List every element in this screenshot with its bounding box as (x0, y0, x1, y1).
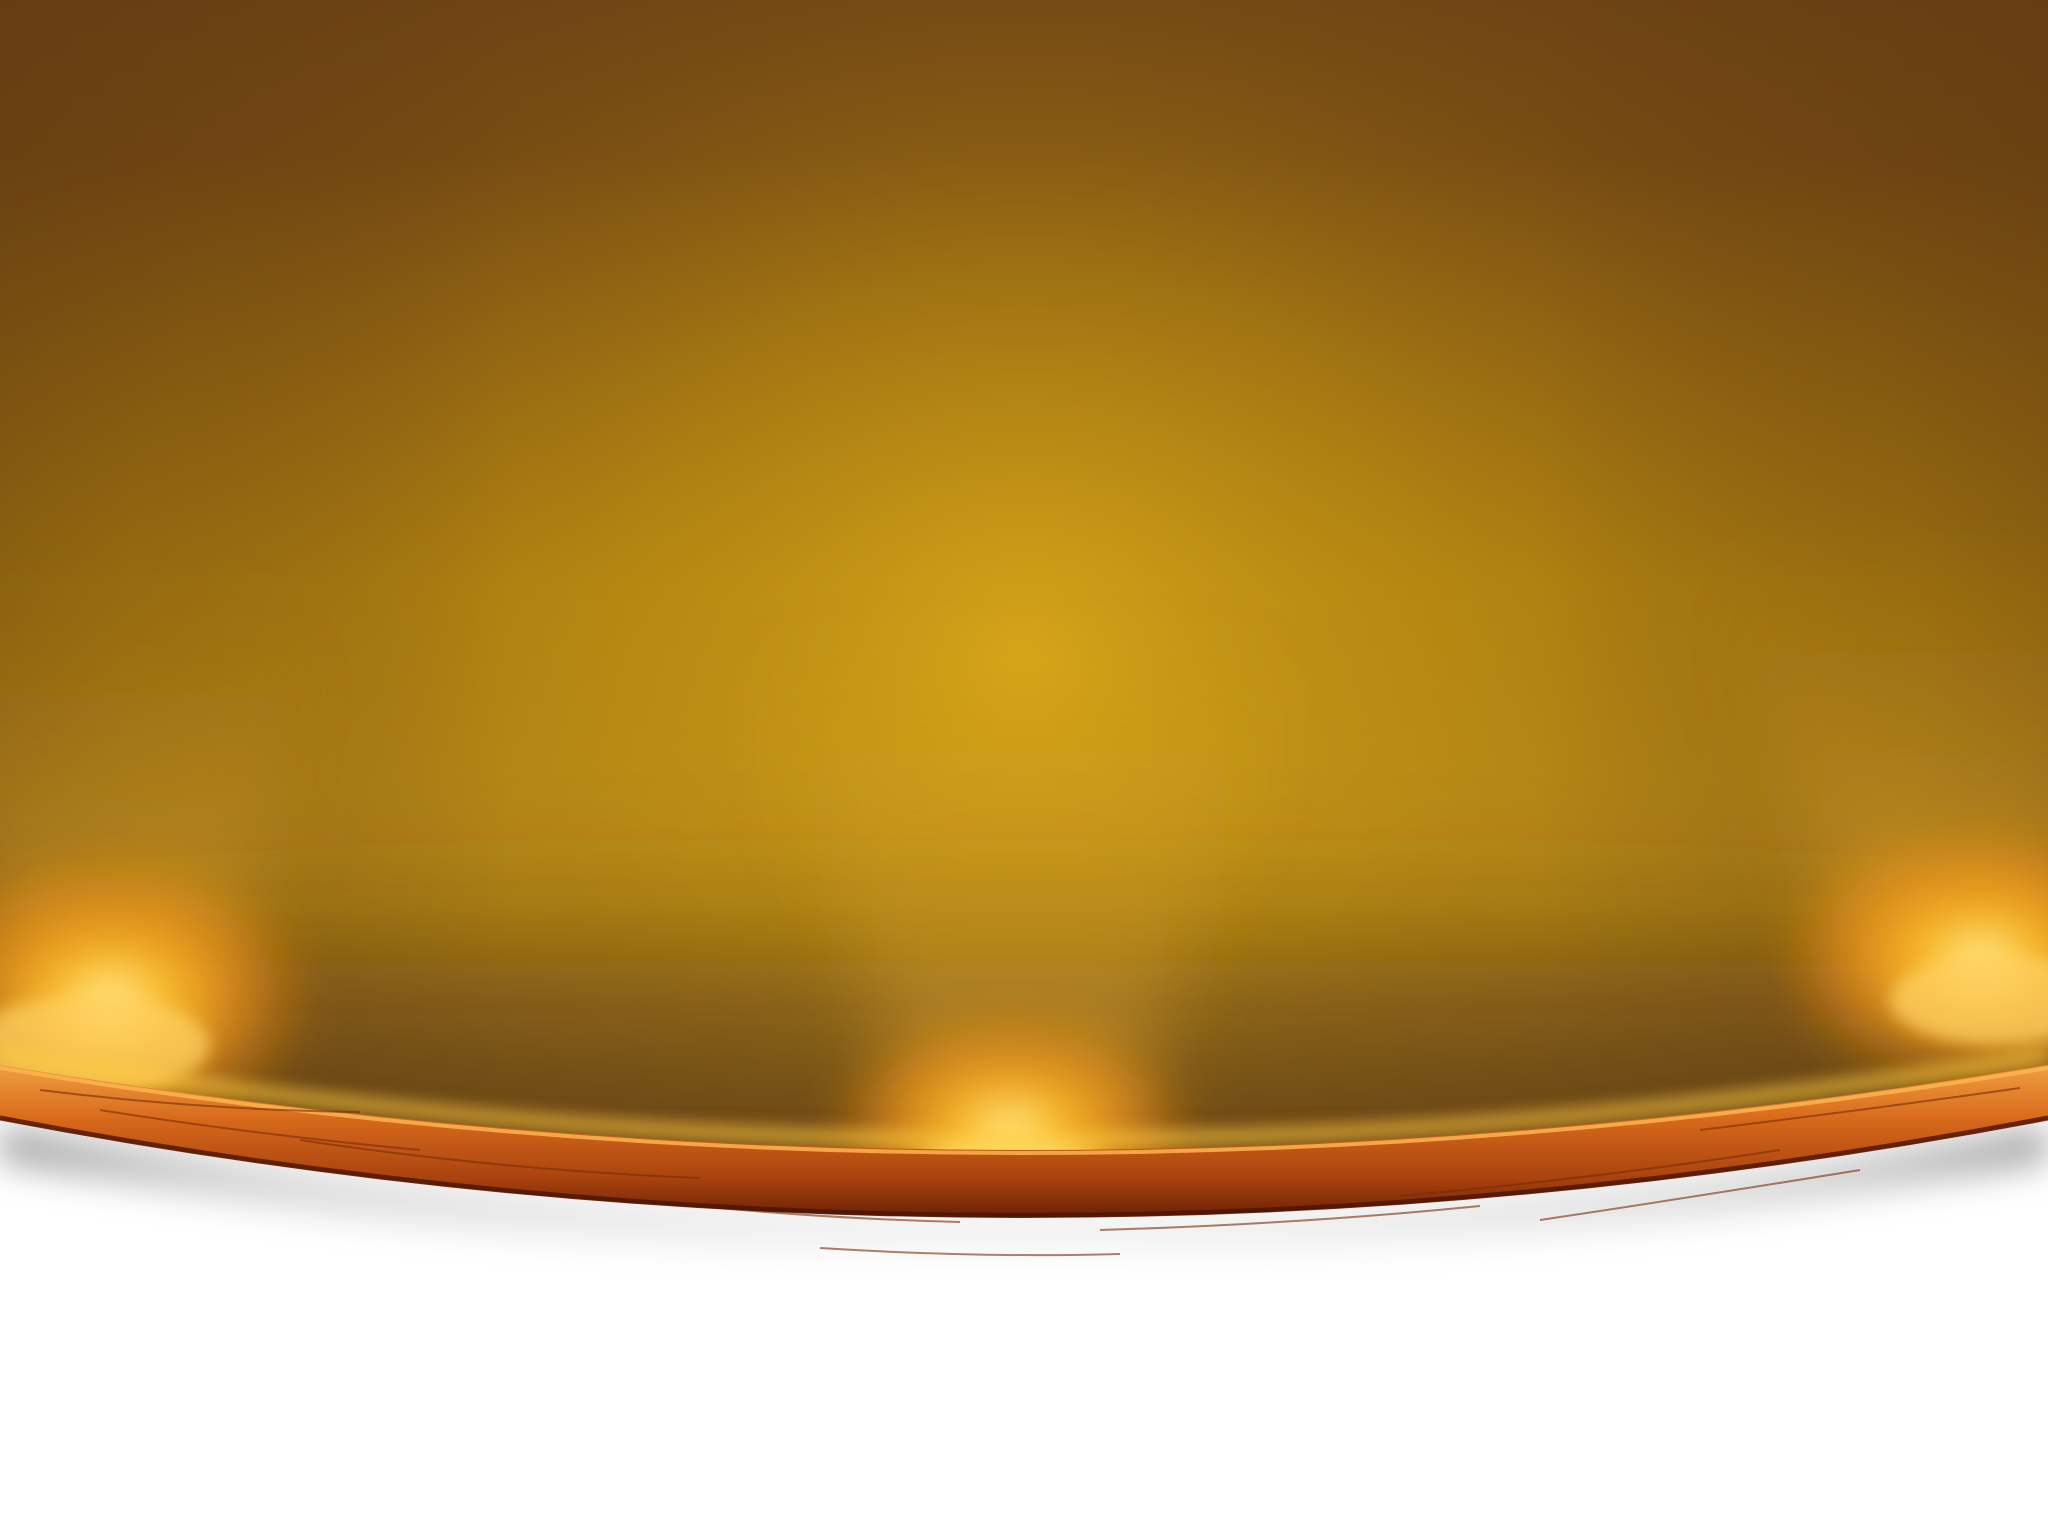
spotlight-right (1770, 820, 2048, 1100)
stage-wooden-rim (0, 1065, 2048, 1218)
curtain-backdrop (0, 0, 2048, 1154)
stage-rim-underside (0, 1115, 2048, 1218)
stage-drop-shadow (0, 1130, 2048, 1260)
spotlight-center (820, 1010, 1200, 1154)
stage-wood-grain (39, 1087, 2021, 1257)
